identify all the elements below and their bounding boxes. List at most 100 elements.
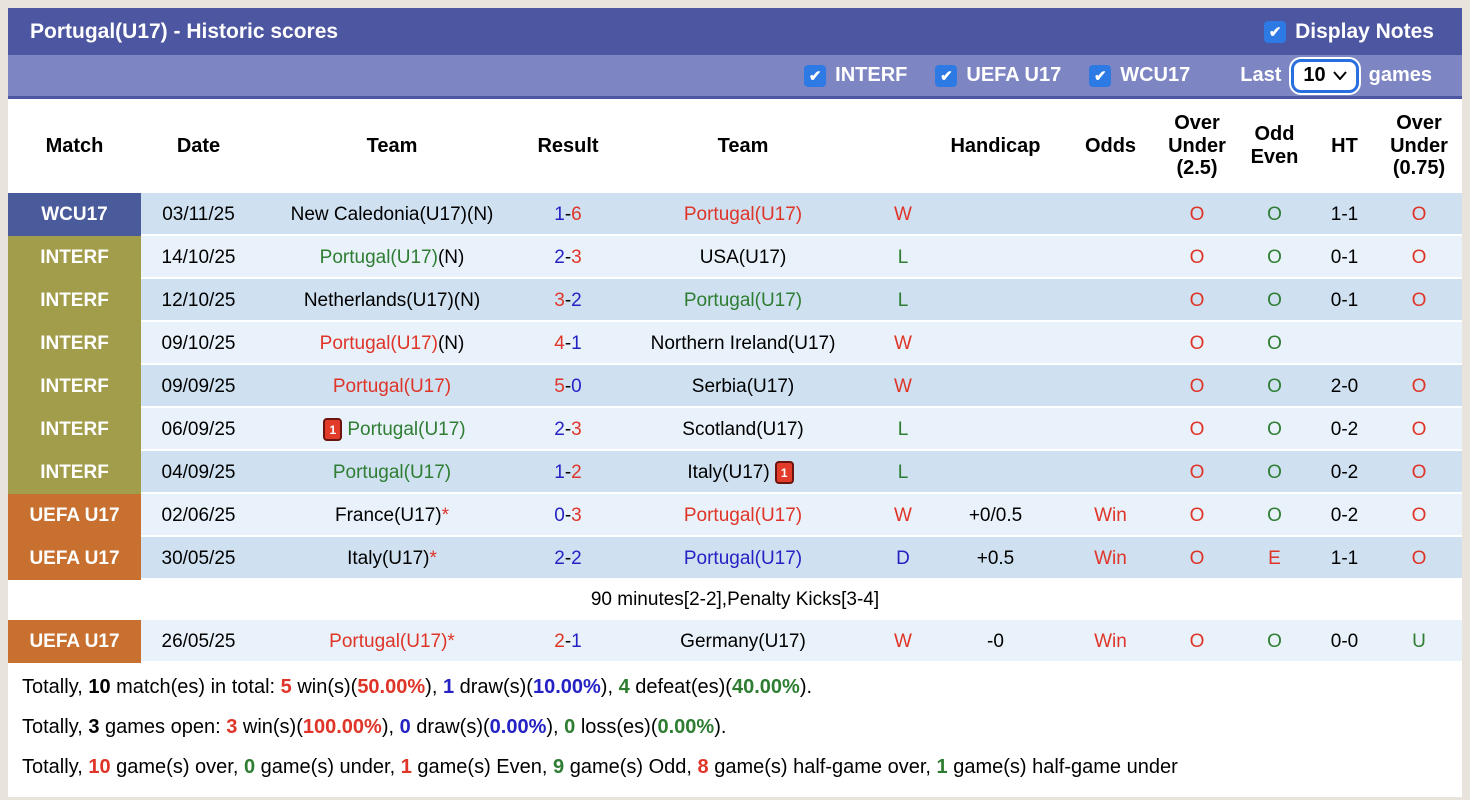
summary-segment: 50.00% [357, 675, 426, 698]
match-row: WCU17 03/11/25 New Caledonia(U17)(N) 1-6 Por… [8, 193, 1462, 236]
team-name[interactable]: * [429, 547, 437, 569]
team-name[interactable]: Portugal(U17) [683, 289, 803, 311]
score-dash: - [564, 547, 572, 569]
summary-segment: Totally, [22, 715, 89, 738]
display-notes-checkbox[interactable]: ✔ [1264, 20, 1287, 43]
team-name[interactable]: Germany(U17) [680, 630, 806, 652]
away-team: Scotland(U17) [608, 408, 878, 451]
summary-segment: 1 [400, 755, 412, 778]
team-name[interactable]: Portugal(U17) [683, 547, 803, 569]
filter-uefa-u17[interactable]: ✔ UEFA U17 [935, 64, 1061, 87]
column-header-date: Date [176, 134, 221, 157]
team-name[interactable]: Portugal(U17)* [329, 630, 455, 652]
match-result: 3-2 [528, 279, 608, 322]
over-under-25: O [1158, 494, 1236, 537]
filter-wcu17[interactable]: ✔ WCU17 [1089, 64, 1190, 87]
match-result: 5-0 [528, 365, 608, 408]
team-name[interactable]: Portugal(U17) [332, 461, 452, 483]
odds-value: Win [1063, 537, 1158, 580]
team-name[interactable]: Italy(U17) [687, 461, 770, 483]
display-notes-toggle[interactable]: ✔ Display Notes [1264, 20, 1434, 44]
team-name[interactable]: Portugal(U17) [347, 418, 466, 440]
team-name[interactable]: USA(U17) [699, 246, 787, 268]
result-letter: W [878, 620, 928, 663]
over-under-075: O [1376, 236, 1462, 279]
over-under-25: O [1158, 408, 1236, 451]
half-time-score: 0-2 [1313, 494, 1376, 537]
summary-segment: 0 [399, 715, 411, 738]
note-row: 90 minutes[2-2],Penalty Kicks[3-4] [8, 580, 1462, 620]
team-name[interactable]: France(U17) [334, 504, 442, 526]
column-header-wdl [878, 99, 928, 193]
score-dash: - [564, 332, 572, 354]
away-score: 3 [571, 504, 582, 526]
result-letter: D [878, 537, 928, 580]
team-name[interactable]: New Caledonia(U17)(N) [290, 203, 494, 225]
team-name[interactable]: Serbia(U17) [691, 375, 795, 397]
home-score: 2 [554, 630, 565, 652]
league-badge: UEFA U17 [8, 494, 141, 537]
uefa-u17-checkbox[interactable]: ✔ [935, 64, 958, 87]
team-name[interactable]: Northern Ireland(U17) [650, 332, 836, 354]
handicap-value [928, 279, 1063, 322]
match-result: 2-3 [528, 408, 608, 451]
match-result: 2-2 [528, 537, 608, 580]
over-under-075 [1376, 322, 1462, 365]
handicap-value [928, 451, 1063, 494]
last-games-select[interactable]: 10 [1291, 58, 1359, 93]
half-time-score: 0-1 [1313, 236, 1376, 279]
away-score: 3 [571, 246, 582, 268]
historic-scores-panel: Portugal(U17) - Historic scores ✔ Displa… [8, 8, 1462, 797]
last-games-value: 10 [1303, 64, 1326, 86]
summary-line: Totally, 3 games open: 3 win(s)(100.00%)… [8, 707, 1462, 747]
team-name[interactable]: Portugal(U17) [683, 504, 803, 526]
home-score: 4 [554, 332, 565, 354]
team-name[interactable]: (N) [437, 246, 465, 268]
interf-checkbox[interactable]: ✔ [804, 64, 827, 87]
home-team: Portugal(U17) (N) [256, 236, 528, 279]
over-under-25: O [1158, 193, 1236, 236]
summary-line: Totally, 10 game(s) over, 0 game(s) unde… [8, 747, 1462, 787]
league-badge: UEFA U17 [8, 537, 141, 580]
home-team: Netherlands(U17)(N) [256, 279, 528, 322]
team-name[interactable]: Scotland(U17) [682, 418, 804, 440]
over-under-075: O [1376, 408, 1462, 451]
summary-segment: 4 [618, 675, 630, 698]
league-badge: INTERF [8, 365, 141, 408]
away-team: Portugal(U17) [608, 494, 878, 537]
summary-segment: game(s) Odd, [564, 755, 698, 778]
summary-segment: loss(es)( [575, 715, 658, 738]
home-score: 5 [554, 375, 565, 397]
match-date: 09/09/25 [141, 365, 256, 408]
column-header-over-under-0-75-: Over Under (0.75) [1390, 111, 1448, 180]
home-score: 0 [554, 504, 565, 526]
over-under-075: O [1376, 494, 1462, 537]
team-name[interactable]: Portugal(U17) [332, 375, 452, 397]
home-score: 3 [554, 289, 565, 311]
home-score: 2 [554, 418, 565, 440]
odd-even: O [1236, 322, 1313, 365]
half-time-score: 2-0 [1313, 365, 1376, 408]
team-name[interactable]: Portugal(U17) [683, 203, 803, 225]
summary-segment: win(s)( [237, 715, 303, 738]
score-dash: - [564, 418, 572, 440]
team-name[interactable]: * [441, 504, 450, 526]
odd-even: O [1236, 365, 1313, 408]
over-under-075: O [1376, 193, 1462, 236]
home-score: 1 [554, 461, 565, 483]
filter-interf[interactable]: ✔ INTERF [804, 64, 907, 87]
team-name[interactable]: Italy(U17) [347, 547, 430, 569]
summary-section: Totally, 10 match(es) in total: 5 win(s)… [8, 663, 1462, 797]
away-team: Germany(U17) [608, 620, 878, 663]
team-name[interactable]: (N) [437, 332, 465, 354]
summary-segment: 3 [88, 715, 100, 738]
home-team: Portugal(U17) [256, 451, 528, 494]
away-team: Portugal(U17) [608, 193, 878, 236]
result-letter: W [878, 494, 928, 537]
team-name[interactable]: Portugal(U17) [319, 246, 438, 268]
team-name[interactable]: Netherlands(U17)(N) [303, 289, 481, 311]
uefa-u17-label: UEFA U17 [966, 64, 1062, 86]
over-under-075: U [1376, 620, 1462, 663]
wcu17-checkbox[interactable]: ✔ [1089, 64, 1112, 87]
team-name[interactable]: Portugal(U17) [319, 332, 438, 354]
